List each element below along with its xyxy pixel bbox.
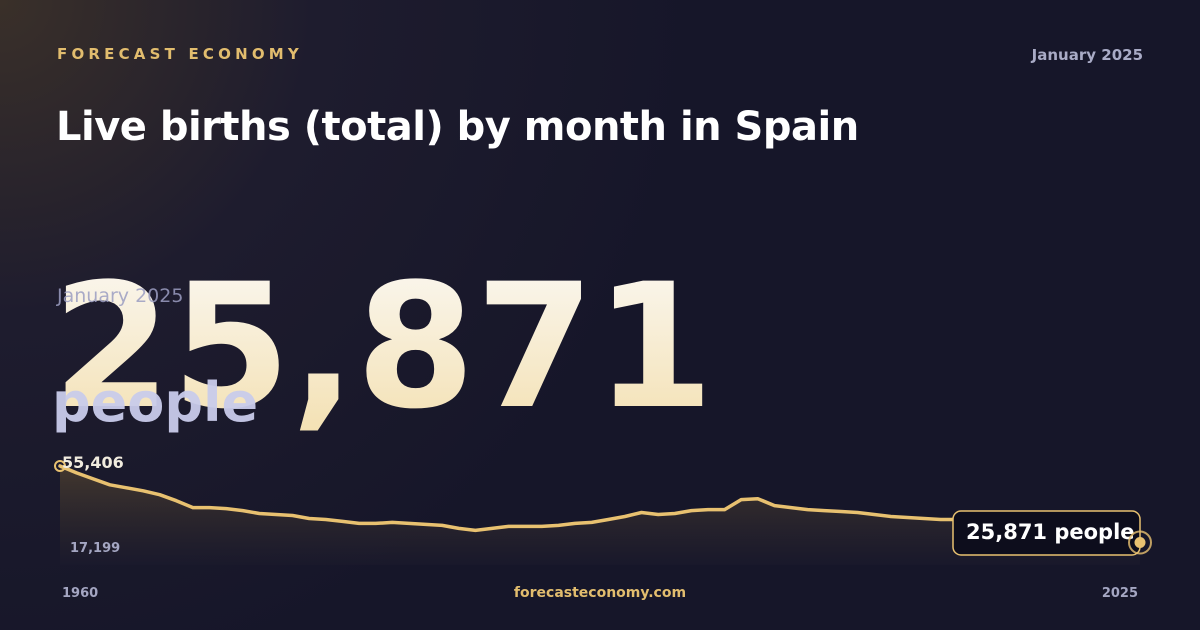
headline-unit: people [52,371,258,434]
x-tick-label: 2025 [1102,586,1138,601]
last-point [1134,537,1146,549]
y-tick-label: 55,406 [62,453,124,472]
x-tick-label: 1960 [62,586,98,601]
callout-box [952,510,1141,556]
callout-label: 25,871 people [966,520,1135,544]
headline-value: 25,871 [52,246,714,447]
site-url: forecasteconomy.com [514,585,686,601]
first-point [54,460,66,472]
date: January 2025 [1031,46,1143,64]
area [60,466,1140,565]
chart-title: Live births (total) by month in Spain [56,104,859,150]
last-point-ring [1128,530,1152,555]
headline-date: January 2025 [56,285,183,307]
brand: FORECAST ECONOMY [57,45,303,63]
sparkline: 25,871 people 17,199 55,406 1960 2025 [54,453,1152,601]
y-tick-label: 17,199 [70,541,120,556]
